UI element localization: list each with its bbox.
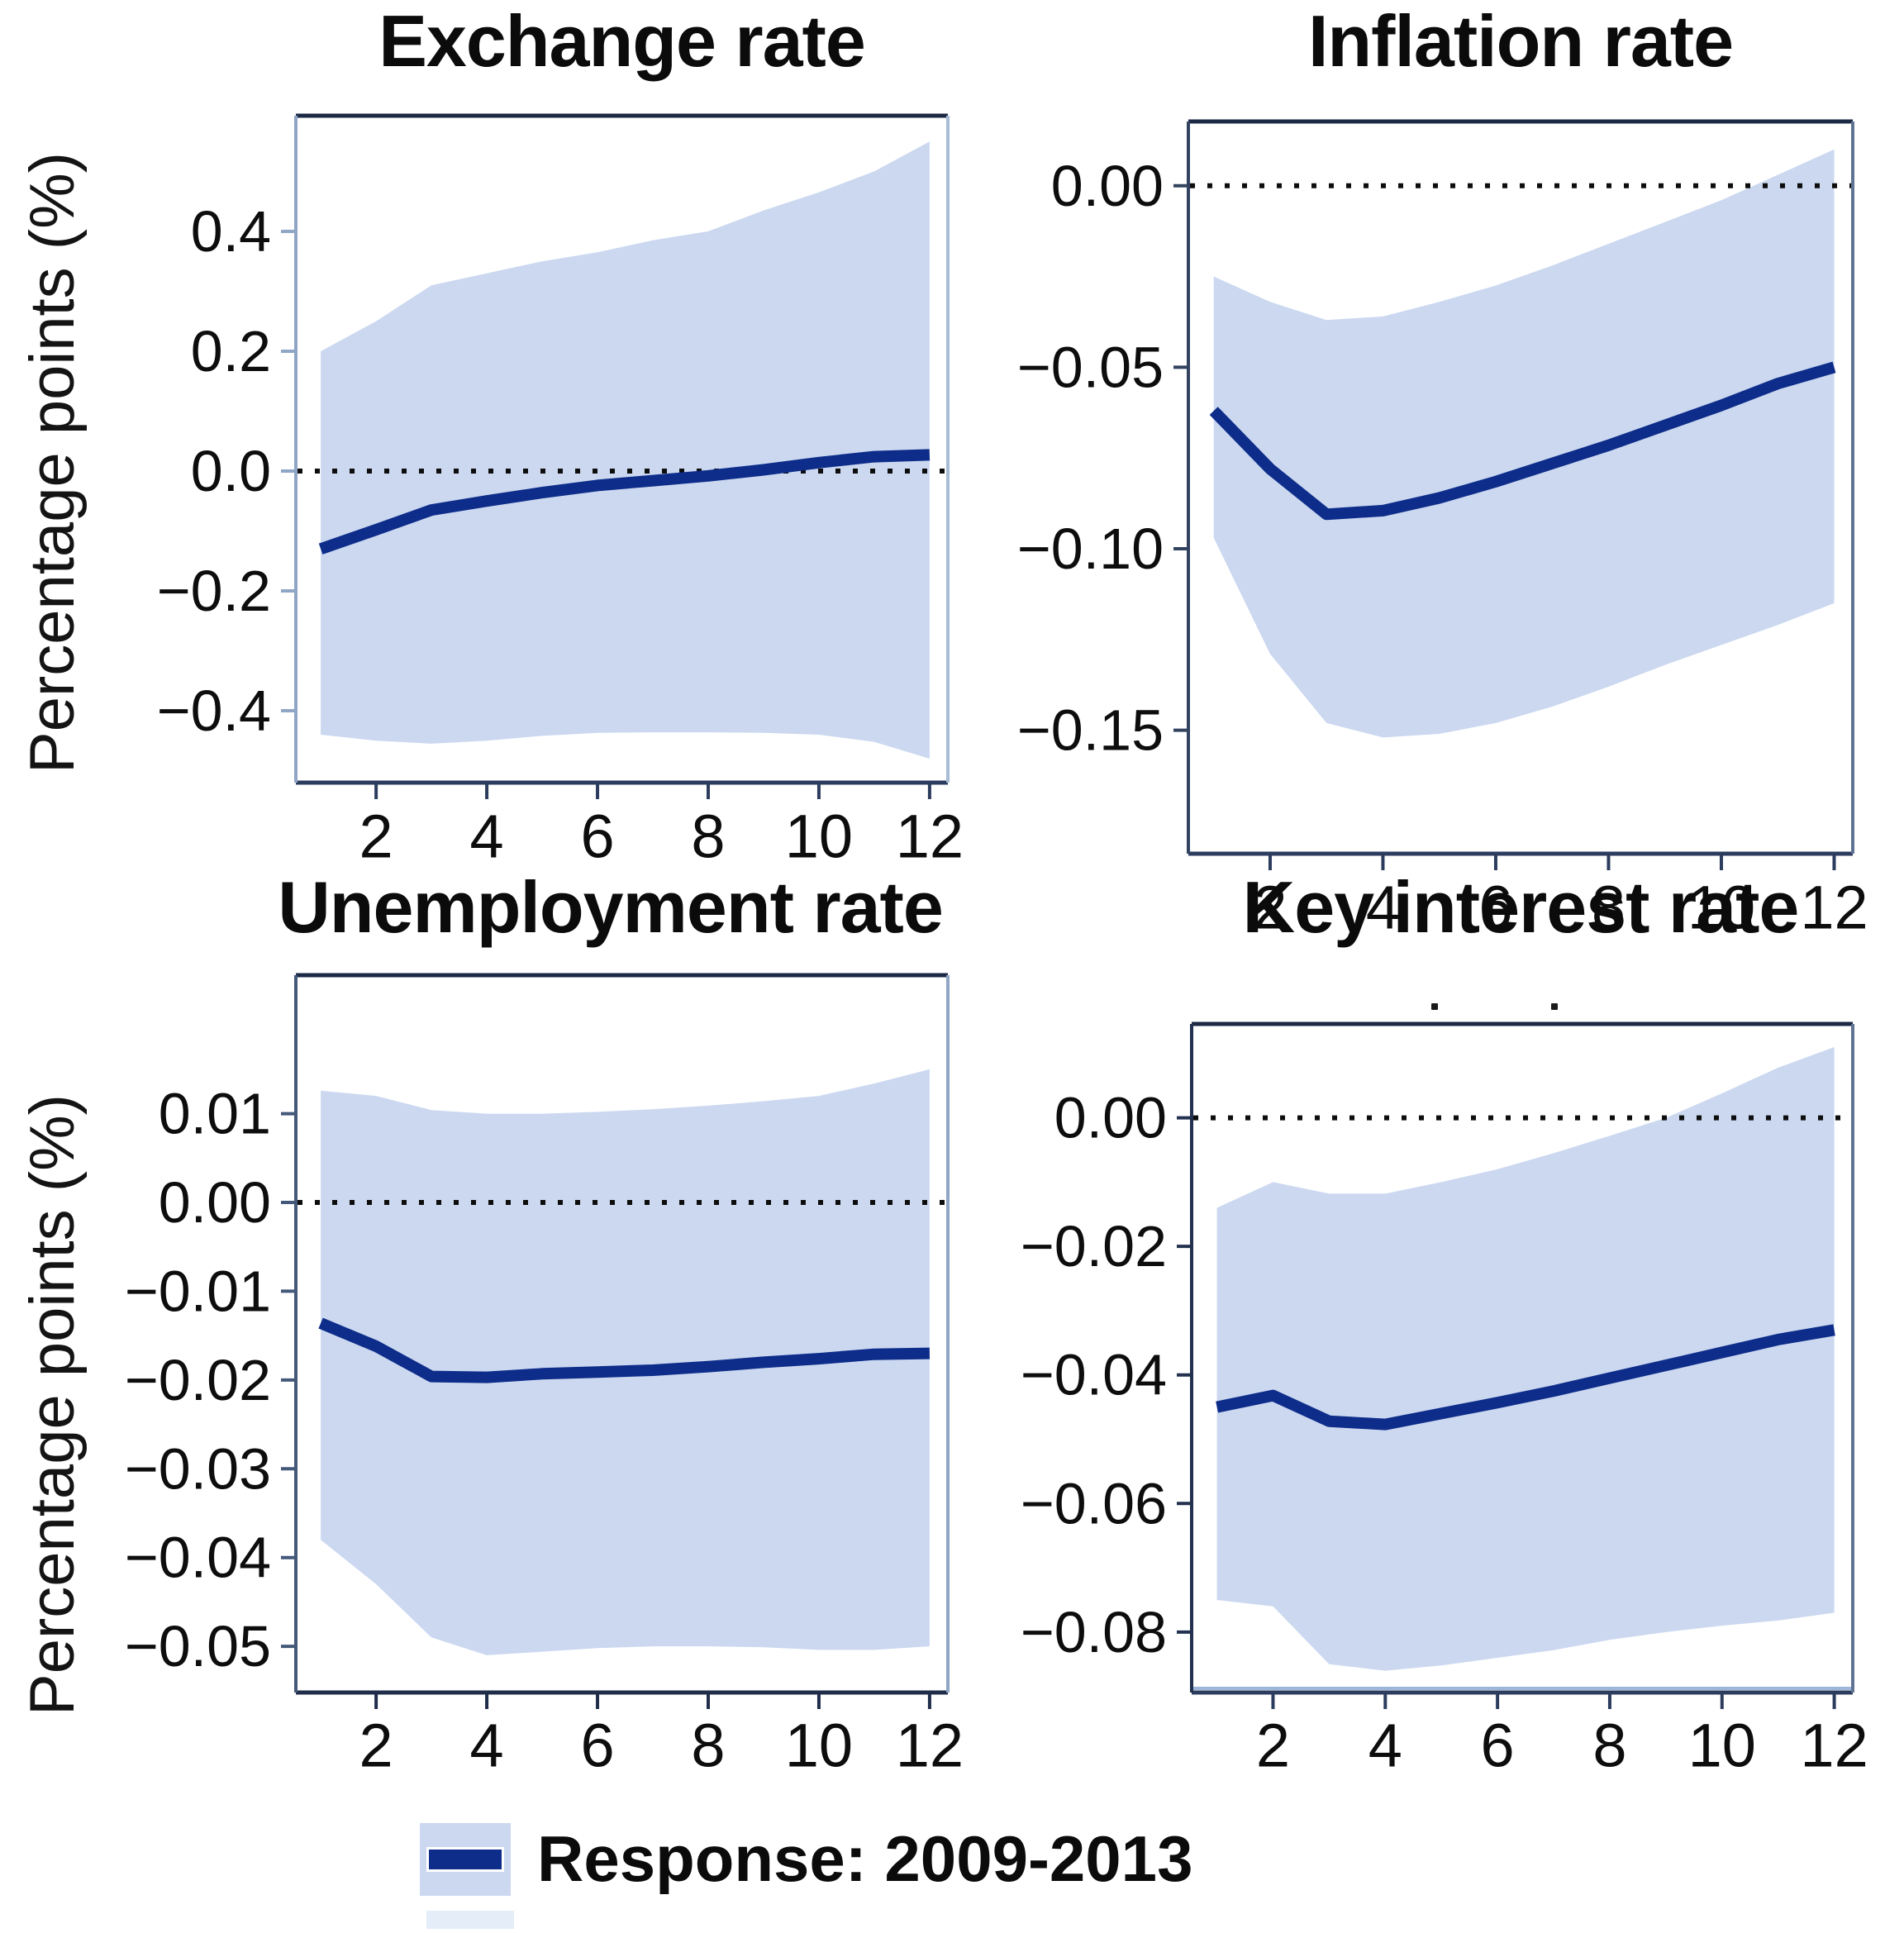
x-tick-label: 2	[1253, 874, 1287, 942]
y-tick-label: −0.05	[1017, 335, 1164, 399]
x-tick-label: 4	[469, 802, 503, 871]
y-tick-label: −0.04	[1021, 1343, 1167, 1407]
x-tick-label: 4	[1368, 1712, 1402, 1780]
x-tick-label: 2	[359, 1712, 393, 1780]
x-tick-label: 8	[1592, 1712, 1626, 1780]
confidence-band	[321, 1069, 930, 1655]
x-tick-label: 4	[1366, 874, 1400, 942]
x-tick-label: 2	[359, 802, 393, 871]
y-tick-label: −0.10	[1017, 517, 1164, 581]
x-tick-label: 10	[1687, 874, 1755, 942]
x-tick-label: 6	[580, 1712, 614, 1780]
y-tick-label: −0.08	[1021, 1600, 1167, 1664]
panel-unemployment-rate: 0.01 0.00 −0.01 −0.02 −0.03 −0.04 −0.05 2 4 6 8 10 1…	[125, 973, 964, 1780]
x-tick-label: 12	[896, 1712, 964, 1780]
panel-inflation-rate: 0.00 −0.05 −0.10 −0.15 2 4 6 8 10 12	[1017, 119, 1868, 942]
x-tick-label: 6	[1481, 1712, 1515, 1780]
legend-swatch-ghost	[426, 1911, 514, 1929]
y-tick-label: −0.02	[125, 1348, 271, 1412]
y-tick-label: −0.06	[1021, 1471, 1167, 1535]
x-tick-label: 12	[896, 802, 964, 871]
response-line	[1209, 361, 1836, 521]
response-line	[318, 1317, 931, 1383]
y-tick-label: −0.15	[1017, 698, 1164, 763]
x-tick-label: 2	[1256, 1712, 1290, 1780]
artifact-dot	[1551, 1003, 1558, 1010]
y-tick-label: −0.02	[1021, 1214, 1167, 1278]
x-tick-label: 10	[785, 1712, 853, 1780]
panel-title-unemployment-rate: Unemployment rate	[278, 866, 944, 948]
legend-band-swatch	[420, 1822, 511, 1896]
legend-label: Response: 2009-2013	[537, 1822, 1193, 1895]
y-tick-label: −0.4	[157, 678, 271, 743]
legend-line-swatch	[426, 1846, 504, 1872]
panel-key-interest-rate: 0.00 −0.02 −0.04 −0.06 −0.08 2 4 6 8 10 12	[1021, 1021, 1868, 1780]
y-tick-label: 0.00	[1051, 154, 1164, 218]
y-tick-label: 0.4	[191, 199, 271, 264]
x-tick-label: 4	[469, 1712, 503, 1780]
legend: Response: 2009-2013	[420, 1821, 1192, 1897]
y-tick-label: 0.00	[1054, 1086, 1167, 1150]
x-tick-label: 10	[785, 802, 853, 871]
artifact-dot	[1431, 1003, 1438, 1010]
panel-title-exchange-rate: Exchange rate	[378, 0, 866, 82]
x-tick-label: 6	[1478, 874, 1512, 942]
y-axis-label-top-row: Percentage points (%)	[17, 152, 88, 774]
panel-title-inflation-rate: Inflation rate	[1307, 0, 1734, 82]
y-tick-label: −0.05	[125, 1614, 271, 1678]
y-tick-label: 0.0	[191, 439, 271, 503]
confidence-band	[1213, 149, 1835, 738]
y-tick-label: −0.03	[125, 1436, 271, 1501]
response-line	[318, 449, 931, 555]
y-tick-label: 0.2	[191, 319, 271, 383]
x-tick-label: 10	[1688, 1712, 1756, 1780]
x-tick-label: 12	[1800, 1712, 1868, 1780]
y-tick-label: 0.01	[159, 1082, 271, 1146]
x-tick-label: 12	[1800, 874, 1868, 942]
y-tick-label: −0.2	[157, 559, 271, 623]
x-tick-label: 8	[691, 1712, 725, 1780]
y-tick-label: −0.01	[125, 1259, 271, 1323]
panel-title-key-interest-rate: Key interest rate	[1242, 866, 1800, 948]
response-line	[1216, 1324, 1835, 1431]
panel-exchange-rate: 0.4 0.2 0.0 −0.2 −0.4 2 4 6 8 10 12	[157, 113, 964, 871]
x-tick-label: 8	[691, 802, 725, 871]
confidence-band	[1216, 1047, 1835, 1671]
x-tick-label: 8	[1592, 874, 1626, 942]
y-axis-label-bottom-row: Percentage points (%)	[17, 1094, 88, 1716]
y-tick-label: 0.00	[159, 1170, 271, 1235]
y-tick-label: −0.04	[125, 1526, 271, 1590]
confidence-band	[321, 141, 930, 759]
x-tick-label: 6	[580, 802, 614, 871]
